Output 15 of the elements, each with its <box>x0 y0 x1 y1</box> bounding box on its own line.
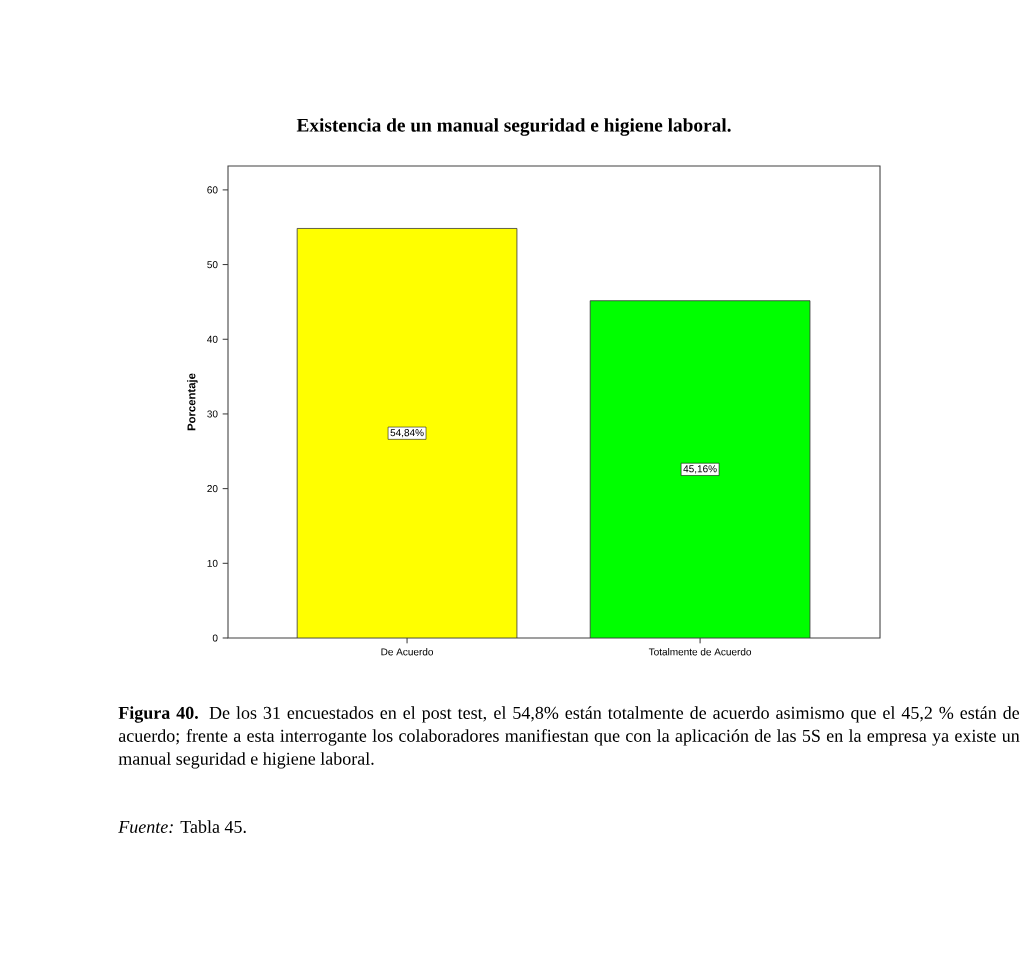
chart-title: Existencia de un manual seguridad e higiene laboral. <box>296 118 731 136</box>
y-axis-title: Porcentaje <box>187 373 198 431</box>
data-label: 45,16% <box>683 465 717 474</box>
y-tick-label: 20 <box>207 485 218 493</box>
y-tick-label: 60 <box>207 186 218 194</box>
data-label: 54,84% <box>390 429 424 438</box>
y-tick-label: 0 <box>212 634 218 642</box>
text: Fuente: Tabla 45. <box>118 820 246 833</box>
y-tick-label: 40 <box>207 335 218 343</box>
x-tick-label: De Acuerdo <box>381 648 434 656</box>
y-tick-label: 50 <box>207 261 218 269</box>
y-tick-label: 10 <box>207 559 218 567</box>
y-tick-label: 30 <box>207 410 218 418</box>
x-tick-label: Totalmente de Acuerdo <box>648 648 752 656</box>
text: Figura 40. De los 31 encuestados en el post test, el 54,8% están totalmente de acuerdo asimismo que el 45,2 % están de acuerdo; frente a esta interrogante los colaboradores manifiestan que con la aplicación de las 5S en la empresa ya existe un manual seguridad e higiene laboral. <box>118 706 1020 769</box>
